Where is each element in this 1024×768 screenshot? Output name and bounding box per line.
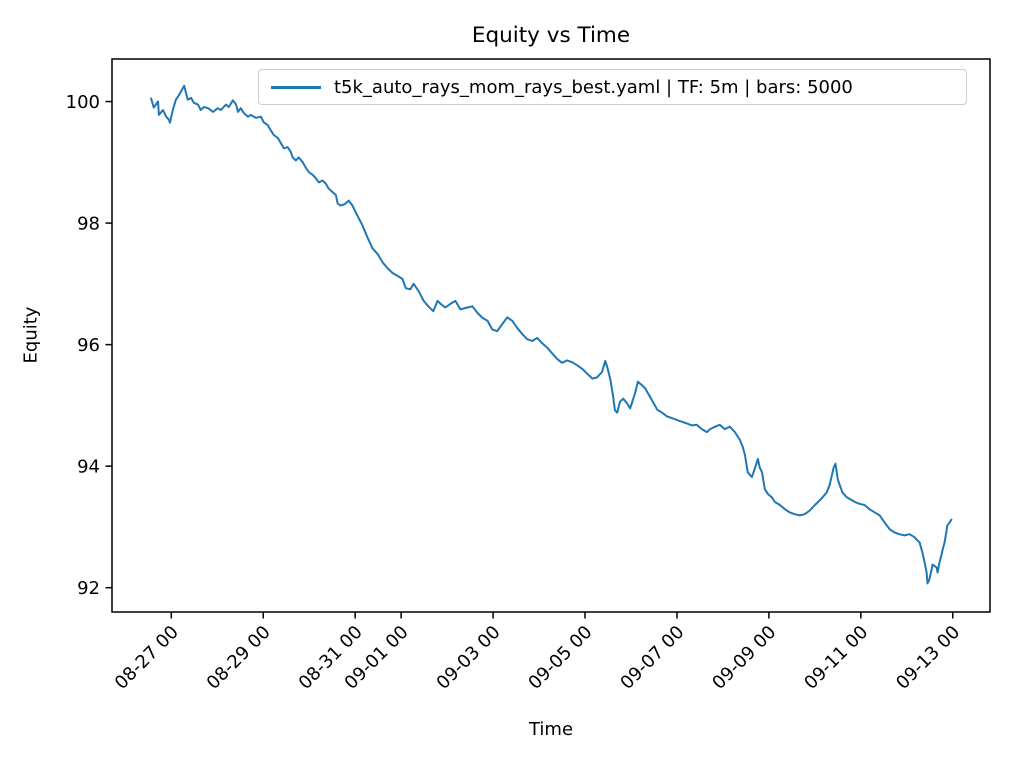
y-tick-label: 100 bbox=[66, 92, 100, 113]
plot-spines bbox=[111, 58, 991, 613]
x-tick-label: 09-13 00 bbox=[892, 622, 964, 694]
chart-title: Equity vs Time bbox=[471, 23, 631, 48]
y-axis-label: Equity bbox=[20, 306, 42, 364]
x-tick-label: 09-09 00 bbox=[708, 622, 780, 694]
x-tick-label: 09-11 00 bbox=[800, 622, 872, 694]
y-tick-label: 96 bbox=[77, 335, 100, 356]
legend-line-sample bbox=[271, 85, 321, 89]
x-axis-label: Time bbox=[528, 719, 574, 740]
x-tick-label: 09-03 00 bbox=[433, 622, 505, 694]
y-tick-label: 98 bbox=[77, 214, 100, 235]
y-tick-label: 94 bbox=[77, 457, 100, 478]
equity-line bbox=[150, 84, 953, 585]
x-tick-label: 08-29 00 bbox=[203, 622, 275, 694]
legend-label: t5k_auto_rays_mom_rays_best.yaml | TF: 5… bbox=[334, 76, 853, 98]
legend: t5k_auto_rays_mom_rays_best.yaml | TF: 5… bbox=[258, 69, 967, 105]
x-tick-label: 09-05 00 bbox=[524, 622, 596, 694]
x-tick-label: 09-07 00 bbox=[616, 622, 688, 694]
x-tick-label: 08-27 00 bbox=[111, 622, 183, 694]
y-tick-label: 92 bbox=[77, 578, 100, 599]
